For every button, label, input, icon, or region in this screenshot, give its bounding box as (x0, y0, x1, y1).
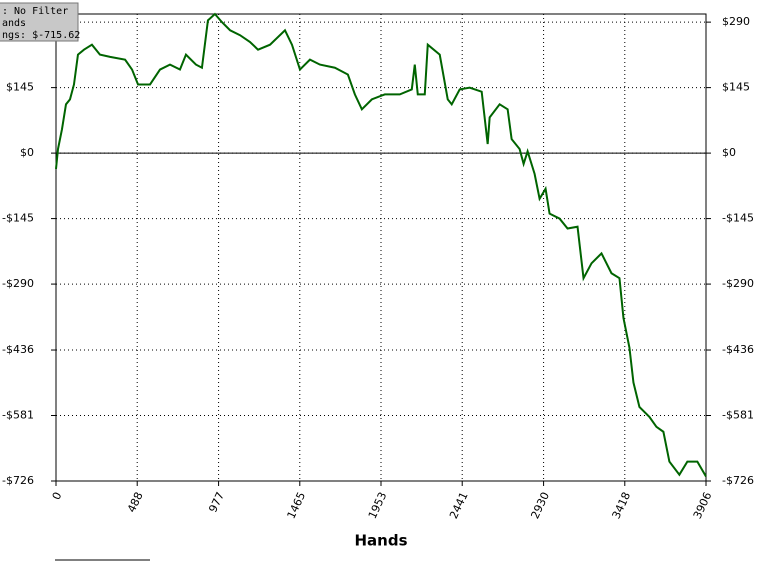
y-tick-label: -$581 (2, 409, 34, 422)
y-tick-label: $0 (20, 146, 34, 159)
info-box-text: ngs: $-715.62 (2, 30, 80, 41)
y-tick-label: -$726 (2, 474, 34, 487)
x-tick-label: 0 (50, 490, 65, 502)
y2-tick-label: $145 (722, 81, 750, 94)
x-tick-label: 488 (125, 490, 146, 515)
x-tick-label: 3906 (691, 490, 715, 521)
x-tick-label: 2930 (528, 490, 552, 521)
equity-line (55, 12, 707, 477)
y-tick-label: -$436 (2, 343, 34, 356)
y2-tick-label: -$581 (722, 409, 754, 422)
y2-tick-label: -$436 (722, 343, 754, 356)
y-tick-label: -$290 (2, 277, 34, 290)
x-tick-label: 2441 (447, 490, 471, 521)
y2-tick-label: -$726 (722, 474, 754, 487)
y2-tick-label: -$145 (722, 212, 754, 225)
x-tick-label: 977 (206, 490, 227, 515)
y2-tick-label: -$290 (722, 277, 754, 290)
y2-tick-label: $0 (722, 146, 736, 159)
x-tick-label: 1465 (285, 490, 309, 521)
y-tick-label: $145 (6, 81, 34, 94)
info-box-text: : No Filter (2, 6, 68, 17)
x-axis-title: Hands (354, 532, 407, 550)
info-box-bg (0, 2, 79, 42)
x-tick-label: 1953 (366, 490, 390, 521)
y-tick-label: -$145 (2, 212, 34, 225)
y2-tick-label: $290 (722, 15, 750, 28)
x-tick-label: 3418 (610, 490, 634, 521)
info-box-text: ands (2, 18, 26, 29)
